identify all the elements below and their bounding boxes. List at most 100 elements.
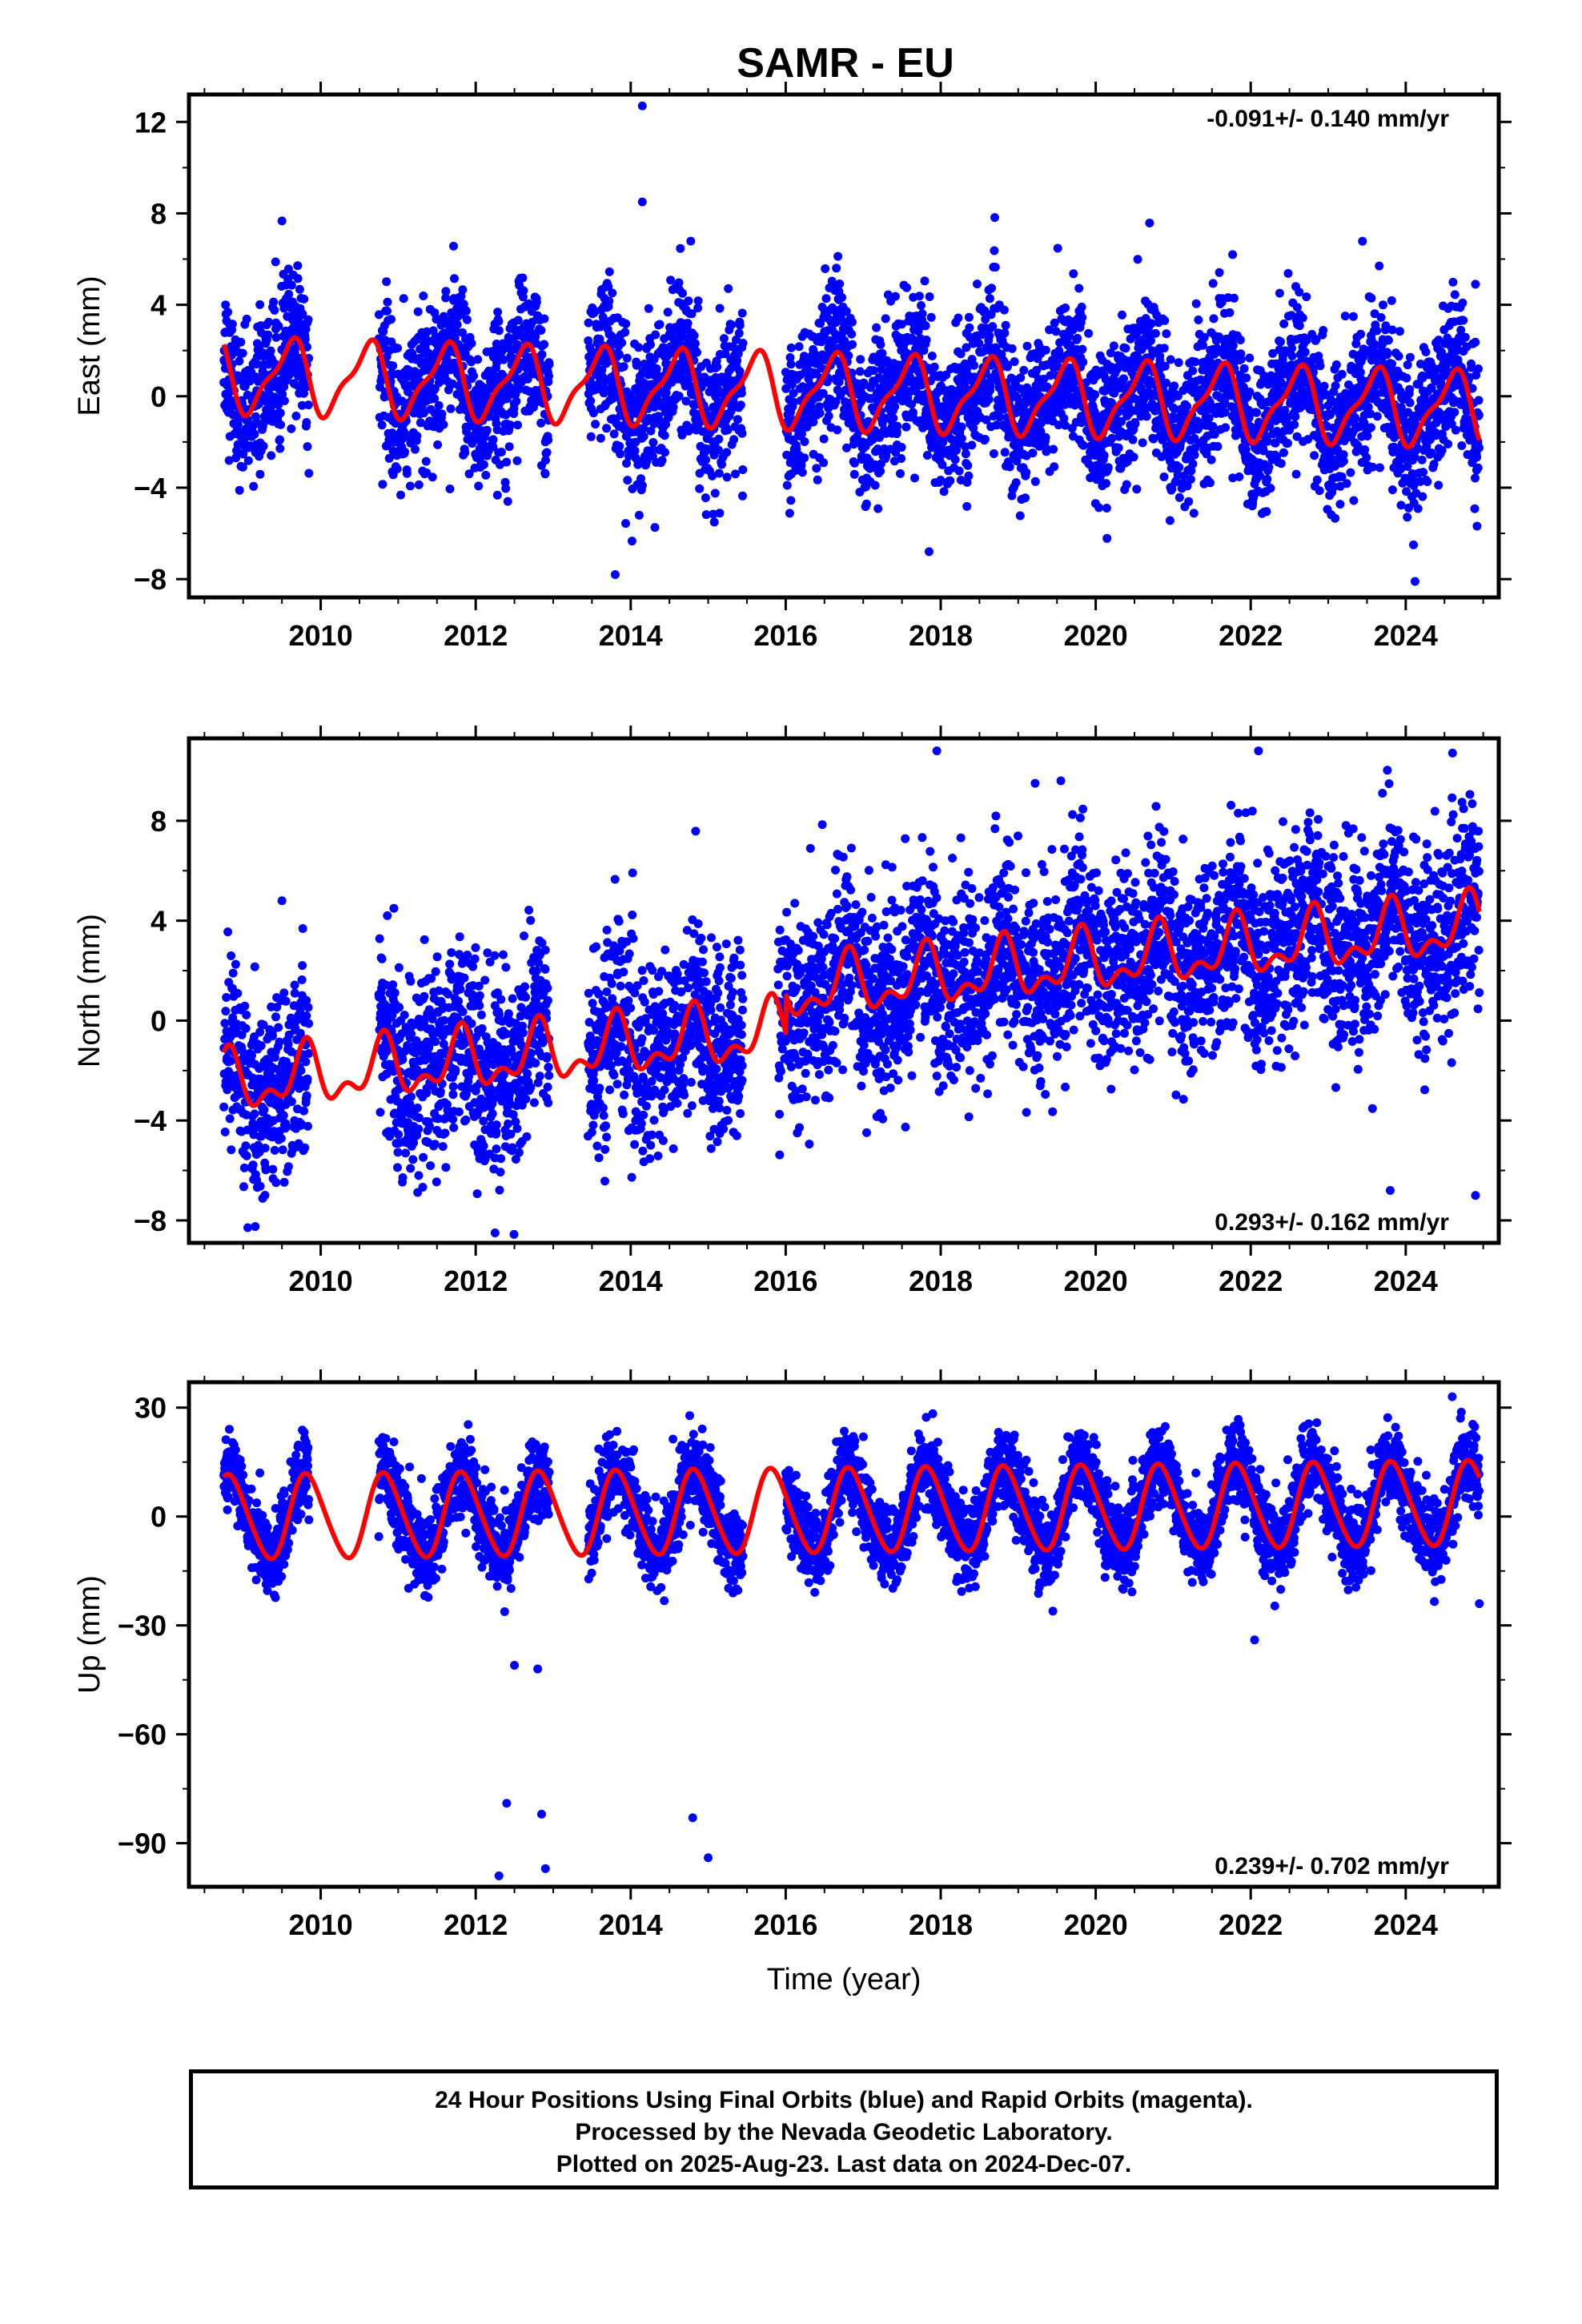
data-point xyxy=(236,337,246,347)
data-point xyxy=(256,1041,266,1051)
data-point xyxy=(303,315,313,324)
data-point xyxy=(239,1182,248,1192)
data-point xyxy=(263,330,273,340)
data-point xyxy=(1474,364,1483,373)
data-point xyxy=(896,468,905,478)
y-tick-label: 4 xyxy=(151,289,167,322)
data-point xyxy=(1050,318,1059,328)
data-point xyxy=(1272,427,1282,436)
data-point xyxy=(1460,332,1470,342)
data-point xyxy=(922,451,932,460)
data-point xyxy=(303,342,311,352)
data-point xyxy=(1130,419,1140,428)
data-point xyxy=(962,343,971,352)
data-point xyxy=(693,304,703,313)
data-point xyxy=(961,442,970,452)
data-point xyxy=(479,460,488,469)
data-point xyxy=(540,314,549,324)
data-point xyxy=(274,321,283,331)
data-point xyxy=(1245,388,1255,396)
data-point xyxy=(400,447,409,456)
data-point xyxy=(255,469,265,479)
data-point xyxy=(1229,293,1239,303)
data-point xyxy=(721,349,730,359)
data-point xyxy=(1239,364,1249,373)
data-point xyxy=(1387,325,1397,335)
data-point xyxy=(735,320,745,330)
data-point xyxy=(946,384,956,394)
data-point xyxy=(481,470,491,480)
data-point xyxy=(1208,421,1218,431)
data-point xyxy=(1145,219,1154,227)
data-point xyxy=(646,426,656,436)
data-point xyxy=(910,473,919,483)
data-point xyxy=(833,425,842,435)
data-point xyxy=(833,251,843,261)
data-point xyxy=(1389,442,1399,452)
x-tick-label: 2014 xyxy=(599,619,663,652)
data-point xyxy=(1046,371,1055,380)
data-point xyxy=(902,283,911,292)
data-point xyxy=(726,406,736,416)
data-point xyxy=(1356,329,1366,339)
data-point xyxy=(1073,333,1082,343)
data-point xyxy=(701,493,710,503)
data-point xyxy=(630,446,640,456)
data-point xyxy=(492,490,502,500)
data-point xyxy=(1160,361,1170,371)
data-point xyxy=(1049,444,1058,454)
data-point xyxy=(732,335,741,344)
data-point xyxy=(1186,475,1195,484)
data-point xyxy=(646,340,655,349)
data-point xyxy=(231,959,240,969)
data-point xyxy=(1372,412,1382,421)
data-point xyxy=(413,307,423,316)
data-point xyxy=(927,443,936,452)
data-point xyxy=(1209,314,1219,324)
daily-positions-series xyxy=(219,746,1484,1239)
data-point xyxy=(402,468,412,478)
data-point xyxy=(1242,373,1251,383)
data-point xyxy=(474,481,484,491)
data-point xyxy=(1457,441,1467,450)
data-point xyxy=(633,400,643,410)
data-point xyxy=(713,362,722,372)
data-point xyxy=(818,388,828,398)
data-point xyxy=(469,371,479,380)
data-point xyxy=(813,475,822,485)
data-point xyxy=(609,429,619,439)
y-axis-label: East (mm) xyxy=(73,275,106,416)
data-point xyxy=(661,448,669,457)
data-point xyxy=(990,263,1000,272)
data-point xyxy=(677,430,687,440)
data-point xyxy=(1351,413,1359,423)
data-point xyxy=(947,435,957,444)
data-point xyxy=(1473,463,1483,472)
data-point xyxy=(464,469,474,479)
data-point xyxy=(1078,312,1087,322)
data-point xyxy=(1331,360,1341,369)
data-point xyxy=(433,440,443,449)
data-point xyxy=(1228,341,1238,350)
data-point xyxy=(615,350,624,360)
data-point xyxy=(925,292,934,301)
data-point xyxy=(931,396,941,406)
data-point xyxy=(271,257,280,267)
data-point xyxy=(462,315,472,324)
data-point xyxy=(648,438,658,447)
data-point xyxy=(1340,312,1350,321)
data-point xyxy=(298,309,307,319)
data-point xyxy=(926,312,936,322)
data-point xyxy=(608,288,617,298)
data-point xyxy=(219,1102,229,1112)
data-point xyxy=(1165,516,1174,525)
data-point xyxy=(584,318,593,328)
data-point xyxy=(588,408,598,418)
data-point xyxy=(655,320,665,329)
data-point xyxy=(1235,472,1244,481)
data-point xyxy=(1337,472,1347,481)
data-point xyxy=(291,412,301,420)
data-point xyxy=(676,243,685,253)
data-point xyxy=(430,394,440,404)
data-point xyxy=(1109,341,1118,351)
